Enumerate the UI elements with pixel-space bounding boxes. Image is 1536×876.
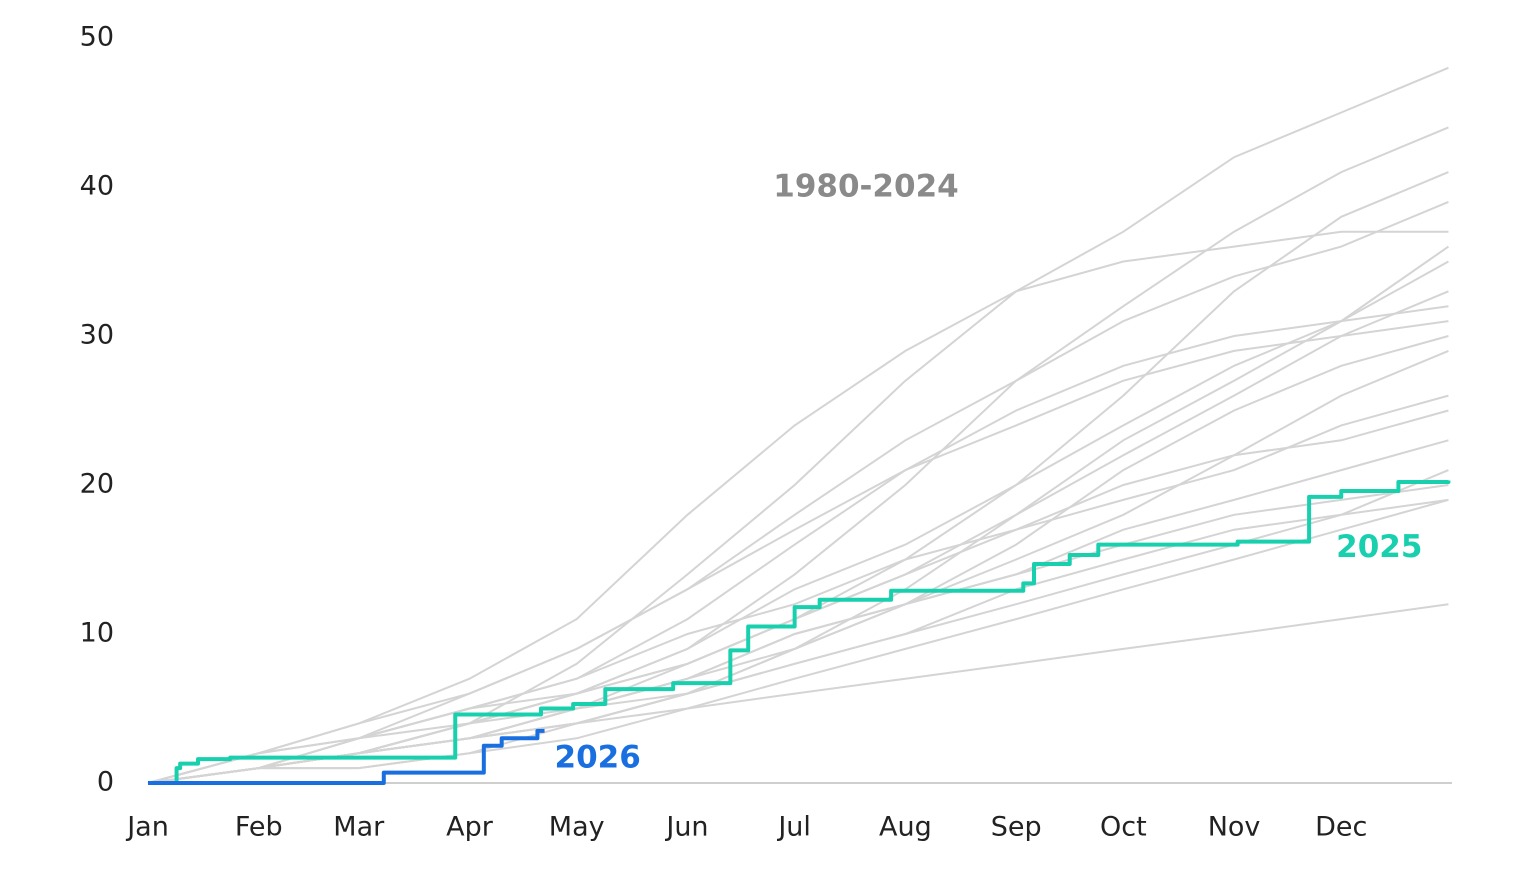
background-line — [147, 171, 1449, 784]
series-line — [148, 480, 1451, 785]
background-line — [147, 349, 1449, 784]
x-tick-label: Mar — [333, 812, 385, 843]
background-line — [147, 260, 1449, 784]
x-tick-label: Jan — [125, 812, 169, 843]
x-tick-label: Jun — [664, 812, 708, 843]
background-line — [147, 394, 1449, 784]
y-tick-label: 20 — [80, 469, 114, 500]
background-line — [147, 126, 1449, 784]
x-tick-label: Apr — [446, 812, 494, 843]
background-line — [147, 200, 1449, 784]
x-tick-label: Aug — [879, 812, 932, 843]
series-label: 2026 — [555, 739, 641, 775]
y-tick-label: 30 — [80, 320, 114, 351]
y-tick-label: 40 — [80, 171, 114, 202]
background-line — [147, 290, 1449, 784]
y-tick-label: 50 — [80, 22, 114, 53]
y-tick-label: 0 — [97, 767, 114, 798]
background-line — [147, 245, 1450, 784]
background-line — [147, 439, 1449, 784]
x-tick-label: Oct — [1100, 812, 1147, 843]
annotation: 1980-2024 — [773, 169, 958, 205]
x-tick-label: Nov — [1208, 812, 1261, 843]
x-tick-label: Feb — [235, 812, 283, 843]
background-line — [147, 498, 1449, 784]
x-tick-label: Dec — [1315, 812, 1367, 843]
background-line — [147, 305, 1449, 784]
x-tick-label: Sep — [991, 812, 1042, 843]
background-line — [147, 230, 1449, 784]
x-tick-label: May — [549, 812, 605, 843]
background-line — [147, 469, 1449, 784]
background-line — [147, 320, 1449, 784]
background-line — [147, 335, 1449, 784]
y-tick-label: 10 — [80, 618, 114, 649]
x-tick-label: Jul — [776, 812, 811, 843]
series-line — [148, 728, 545, 785]
series-label: 2025 — [1336, 529, 1422, 565]
